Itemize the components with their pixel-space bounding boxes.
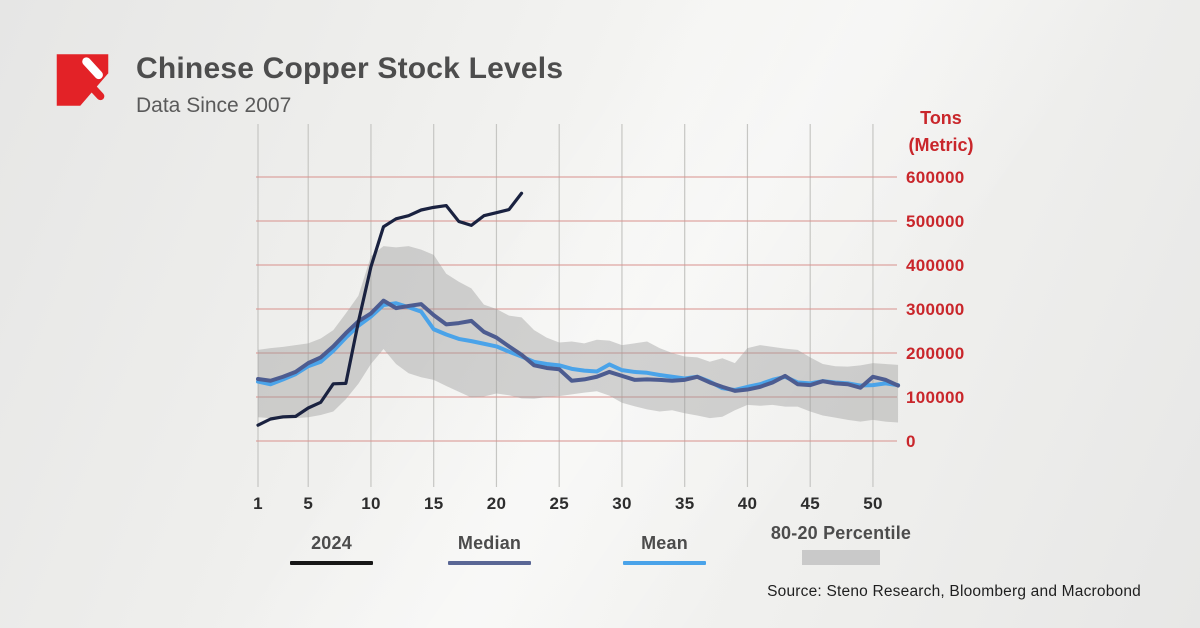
x-tick-label-35: 35: [675, 494, 695, 513]
legend-item-percentile: 80-20 Percentile: [761, 523, 921, 570]
line-2024: [256, 191, 524, 427]
y-axis-title: Tons (Metric): [881, 105, 1001, 159]
legend-swatch-percentile: [802, 550, 880, 565]
x-tick-label-25: 25: [549, 494, 569, 513]
x-tick-label-10: 10: [361, 494, 381, 513]
page-title: Chinese Copper Stock Levels: [136, 52, 564, 85]
percentile-band: [258, 246, 899, 423]
legend-swatch-2024: [290, 561, 373, 565]
legend-swatch-median: [448, 561, 531, 565]
legend-label-2024: 2024: [311, 533, 352, 553]
x-tick-label-15: 15: [424, 494, 444, 513]
header: Chinese Copper Stock Levels Data Since 2…: [54, 52, 563, 118]
y-axis-title-line2: (Metric): [908, 135, 974, 155]
y-tick-label-200000: 200000: [906, 344, 965, 363]
brand-logo-icon: [56, 54, 109, 106]
x-tick-label-45: 45: [800, 494, 820, 513]
legend-label-mean: Mean: [641, 533, 688, 553]
y-tick-label-600000: 600000: [906, 168, 965, 187]
x-tick-label-30: 30: [612, 494, 632, 513]
legend-swatch-mean: [623, 561, 706, 565]
x-tick-label-50: 50: [863, 494, 883, 513]
line-median: [256, 298, 901, 393]
x-tick-label-1: 1: [253, 494, 263, 513]
legend-item-2024: 2024: [290, 533, 373, 565]
legend-item-median: Median: [448, 533, 531, 565]
page-subtitle: Data Since 2007: [136, 94, 292, 117]
x-tick-label-40: 40: [738, 494, 758, 513]
y-tick-label-0: 0: [906, 432, 916, 451]
legend-label-percentile: 80-20 Percentile: [770, 523, 912, 543]
legend-item-mean: Mean: [623, 533, 706, 565]
source-note: Source: Steno Research, Bloomberg and Ma…: [767, 583, 1141, 600]
legend-label-median: Median: [457, 533, 522, 553]
y-tick-label-500000: 500000: [906, 212, 965, 231]
y-tick-label-400000: 400000: [906, 256, 965, 275]
y-tick-label-300000: 300000: [906, 300, 965, 319]
y-axis-title-line1: Tons: [920, 108, 962, 128]
x-tick-label-20: 20: [487, 494, 507, 513]
y-tick-label-100000: 100000: [906, 388, 965, 407]
x-tick-label-5: 5: [303, 494, 313, 513]
